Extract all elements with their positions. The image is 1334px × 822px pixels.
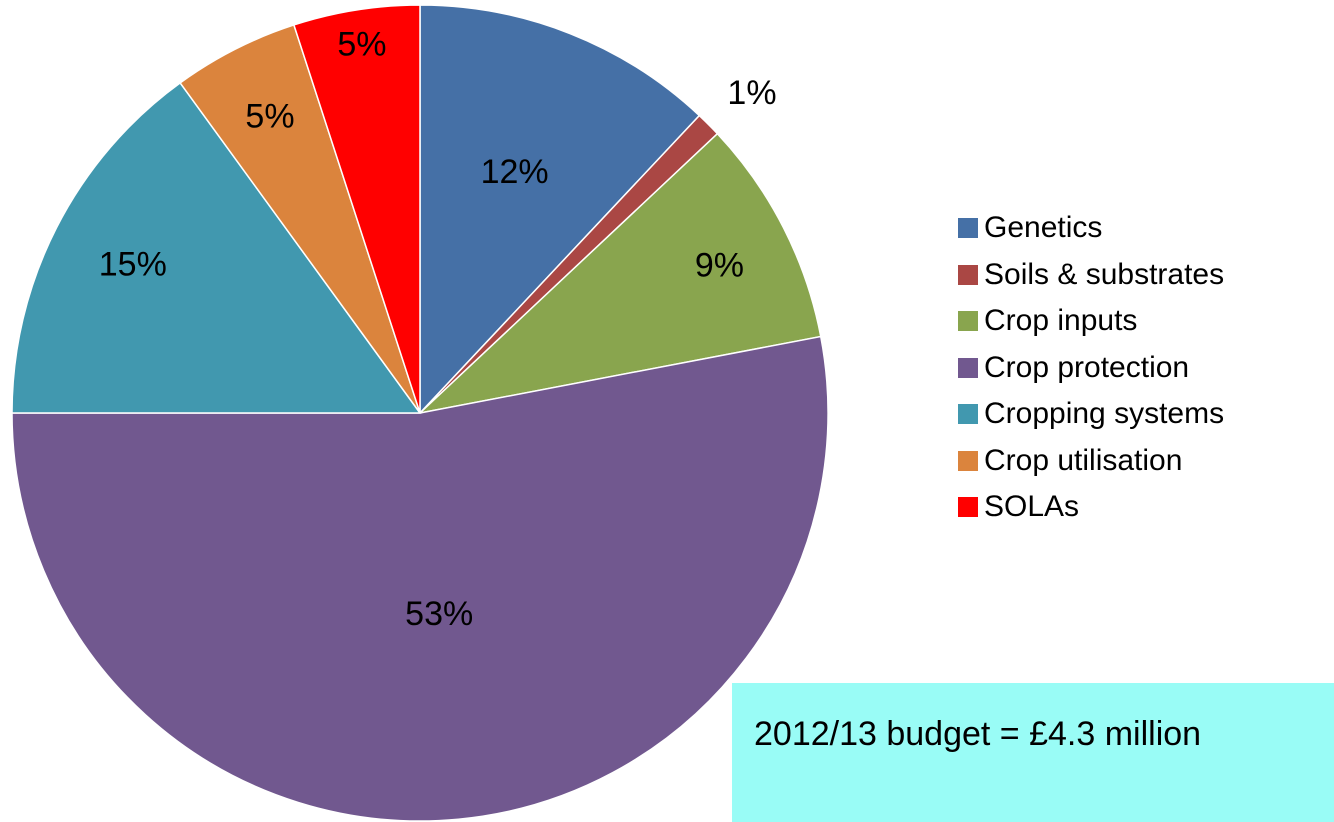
pie-slices xyxy=(11,4,829,822)
legend-item-solas: SOLAs xyxy=(958,484,1334,531)
legend-item-cropping-systems: Cropping systems xyxy=(958,391,1334,438)
legend-swatch xyxy=(958,311,978,332)
pie-slice-crop-inputs xyxy=(417,132,822,415)
pie-slice-genetics xyxy=(419,4,701,415)
legend-label: Crop inputs xyxy=(984,304,1138,338)
legend-item-soils-substrates: Soils & substrates xyxy=(958,252,1334,299)
slice-label-soils-substrates: 1% xyxy=(727,74,776,112)
legend-item-crop-utilisation: Crop utilisation xyxy=(958,438,1334,485)
pie-slice-crop-protection xyxy=(11,335,829,822)
legend-item-crop-inputs: Crop inputs xyxy=(958,298,1334,345)
budget-annotation-box: 2012/13 budget = £4.3 million xyxy=(732,683,1334,822)
pie-slice-solas xyxy=(292,4,421,414)
legend: Genetics Soils & substrates Crop inputs Cro… xyxy=(958,205,1334,531)
pie-slice-cropping-systems xyxy=(11,81,422,414)
legend-swatch xyxy=(958,264,978,285)
slice-label-crop-utilisation: 5% xyxy=(245,97,294,135)
budget-annotation-text: 2012/13 budget = £4.3 million xyxy=(754,715,1202,753)
slice-label-crop-protection: 53% xyxy=(405,595,473,633)
slice-label-crop-inputs: 9% xyxy=(695,246,744,284)
legend-item-crop-protection: Crop protection xyxy=(958,345,1334,392)
legend-swatch xyxy=(958,218,978,239)
legend-label: Cropping systems xyxy=(984,397,1225,431)
slice-label-solas: 5% xyxy=(337,25,386,63)
legend-swatch xyxy=(958,357,978,378)
legend-label: Crop utilisation xyxy=(984,443,1183,477)
legend-swatch xyxy=(958,450,978,471)
legend-label: SOLAs xyxy=(984,490,1080,524)
legend-label: Crop protection xyxy=(984,350,1190,384)
slice-label-genetics: 12% xyxy=(481,153,549,191)
legend-item-genetics: Genetics xyxy=(958,205,1334,252)
legend-swatch xyxy=(958,404,978,425)
slice-label-cropping-systems: 15% xyxy=(99,246,167,284)
legend-label: Soils & substrates xyxy=(984,257,1225,291)
legend-label: Genetics xyxy=(984,211,1103,245)
legend-swatch xyxy=(958,497,978,518)
pie-slice-labels: 12% 1% 9% 53% 15% 5% 5% xyxy=(99,25,777,633)
